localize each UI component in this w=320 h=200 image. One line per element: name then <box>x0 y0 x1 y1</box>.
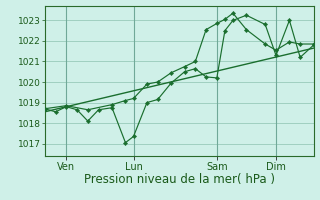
X-axis label: Pression niveau de la mer( hPa ): Pression niveau de la mer( hPa ) <box>84 173 275 186</box>
